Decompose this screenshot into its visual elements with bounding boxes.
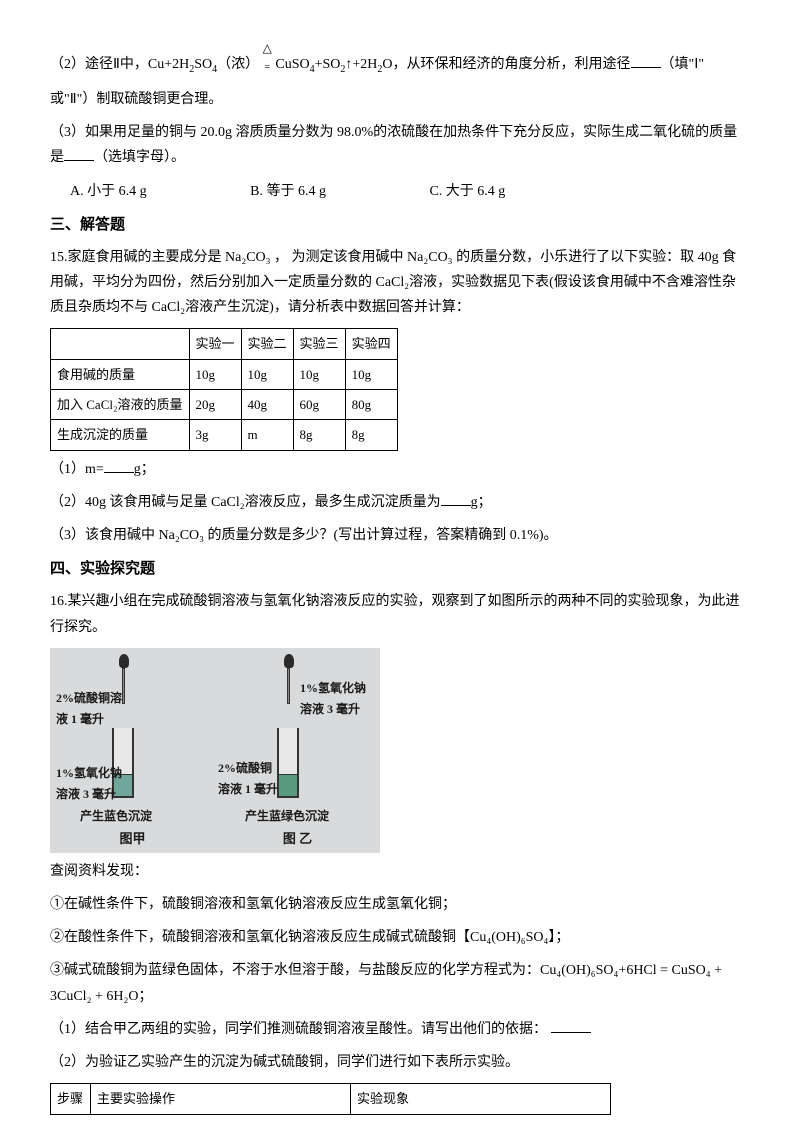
q15-p2: （2）40g 该食用碱与足量 CaCl₂溶液反应，最多生成沉淀质量为 g； bbox=[50, 490, 744, 515]
text-fragment: O，从环保和经济的角度分析，利用途径 bbox=[382, 57, 630, 72]
fig-caption-left: 图甲 bbox=[50, 827, 215, 850]
option-b: B. 等于 6.4 g bbox=[250, 179, 326, 204]
table-header: 实验一 bbox=[189, 329, 241, 359]
table-cell: 食用碱的质量 bbox=[51, 359, 190, 389]
q14-part2-line2: 或"Ⅱ"）制取硫酸铜更合理。 bbox=[50, 87, 744, 112]
table-row: 食用碱的质量 10g 10g 10g 10g bbox=[51, 359, 398, 389]
table-cell: 10g bbox=[241, 359, 293, 389]
table-header: 实验现象 bbox=[351, 1084, 611, 1114]
q16-figure: 2%硫酸铜溶 液 1 毫升 1%氢氧化钠 溶液 3 毫升 产生蓝色沉淀 图甲 1… bbox=[50, 648, 380, 853]
text-fragment: SO bbox=[194, 57, 212, 72]
fig-label: 2%硫酸铜 溶液 1 毫升 bbox=[218, 758, 278, 801]
q16-steps-table: 步骤 主要实验操作 实验现象 bbox=[50, 1083, 611, 1114]
table-header bbox=[51, 329, 190, 359]
text-fragment: +SO bbox=[315, 57, 341, 72]
text-fragment: g； bbox=[471, 495, 492, 510]
table-cell: 20g bbox=[189, 390, 241, 420]
text-fragment: 1%氢氧化钠 bbox=[300, 681, 366, 695]
text-fragment: 液 1 毫升 bbox=[56, 712, 104, 726]
blank-field bbox=[441, 490, 471, 506]
q16-info2: ②在酸性条件下，硫酸铜溶液和氢氧化钠溶液反应生成碱式硫酸铜【Cu₄(OH)₆SO… bbox=[50, 925, 744, 950]
q16-p1: （1）结合甲乙两组的实验，同学们推测硫酸铜溶液呈酸性。请写出他们的依据： bbox=[50, 1017, 744, 1042]
text-fragment: （1）结合甲乙两组的实验，同学们推测硫酸铜溶液呈酸性。请写出他们的依据： bbox=[50, 1022, 547, 1037]
table-cell: 10g bbox=[345, 359, 397, 389]
q14-part2-line1: （2）途径Ⅱ中，Cu+2H2SO4（浓） △ = CuSO4+SO2↑+2H2O… bbox=[50, 40, 744, 79]
text-fragment: 溶液 1 毫升 bbox=[218, 782, 278, 796]
reaction-arrow: △ = bbox=[263, 40, 272, 75]
q15-data-table: 实验一 实验二 实验三 实验四 食用碱的质量 10g 10g 10g 10g 加… bbox=[50, 328, 398, 451]
table-header: 步骤 bbox=[51, 1084, 91, 1114]
q16-p2: （2）为验证乙实验产生的沉淀为碱式硫酸铜，同学们进行如下表所示实验。 bbox=[50, 1050, 744, 1075]
section-4-heading: 四、实验探究题 bbox=[50, 556, 744, 583]
table-row: 生成沉淀的质量 3g m 8g 8g bbox=[51, 420, 398, 450]
table-cell: 10g bbox=[293, 359, 345, 389]
table-cell: 10g bbox=[189, 359, 241, 389]
text-fragment: （填"Ⅰ" bbox=[661, 57, 705, 72]
fig-label: 1%氢氧化钠 溶液 3 毫升 bbox=[56, 763, 122, 806]
table-cell: 60g bbox=[293, 390, 345, 420]
table-cell: 3g bbox=[189, 420, 241, 450]
table-header: 实验二 bbox=[241, 329, 293, 359]
q14-part3: （3）如果用足量的铜与 20.0g 溶质质量分数为 98.0%的浓硫酸在加热条件… bbox=[50, 120, 744, 170]
q15-p1: （1）m= g； bbox=[50, 457, 744, 482]
fig-label: 1%氢氧化钠 溶液 3 毫升 bbox=[300, 678, 366, 721]
table-cell: 8g bbox=[293, 420, 345, 450]
text-fragment: 2%硫酸铜溶 bbox=[56, 691, 122, 705]
dropper-right-icon bbox=[285, 654, 293, 704]
table-cell: 8g bbox=[345, 420, 397, 450]
fig-label: 2%硫酸铜溶 液 1 毫升 bbox=[56, 688, 122, 731]
option-c: C. 大于 6.4 g bbox=[429, 179, 505, 204]
text-fragment: ↑+2H bbox=[345, 57, 377, 72]
table-cell: 40g bbox=[241, 390, 293, 420]
blank-field bbox=[104, 457, 134, 473]
table-cell: m bbox=[241, 420, 293, 450]
text-fragment: （选填字母）。 bbox=[94, 150, 185, 165]
text-fragment: 溶液 3 毫升 bbox=[56, 787, 116, 801]
text-fragment: （2）途径Ⅱ中，Cu+2H bbox=[50, 57, 189, 72]
table-cell: 80g bbox=[345, 390, 397, 420]
q16-info-title: 查阅资料发现： bbox=[50, 859, 744, 884]
fig-caption-right: 图 乙 bbox=[215, 827, 380, 850]
q16-info1: ①在碱性条件下，硫酸铜溶液和氢氧化钠溶液反应生成氢氧化铜； bbox=[50, 892, 744, 917]
q16-intro: 16.某兴趣小组在完成硫酸铜溶液与氢氧化钠溶液反应的实验，观察到了如图所示的两种… bbox=[50, 589, 744, 639]
q15-intro: 15.家庭食用碱的主要成分是 Na₂CO₃ ， 为测定该食用碱中 Na₂CO₃ … bbox=[50, 245, 744, 321]
text-fragment: 2%硫酸铜 bbox=[218, 761, 272, 775]
option-a: A. 小于 6.4 g bbox=[70, 179, 147, 204]
text-fragment: g； bbox=[134, 462, 155, 477]
fig-result-label: 产生蓝色沉淀 bbox=[80, 806, 152, 828]
text-fragment: 溶液 3 毫升 bbox=[300, 702, 360, 716]
table-header: 实验四 bbox=[345, 329, 397, 359]
text-fragment: （2）40g 该食用碱与足量 CaCl₂溶液反应，最多生成沉淀质量为 bbox=[50, 495, 441, 510]
q15-p3: （3）该食用碱中 Na₂CO₃ 的质量分数是多少？(写出计算过程，答案精确到 0… bbox=[50, 523, 744, 548]
blank-field bbox=[551, 1017, 591, 1033]
table-header: 实验三 bbox=[293, 329, 345, 359]
section-3-heading: 三、解答题 bbox=[50, 212, 744, 239]
q16-info3: ③碱式硫酸铜为蓝绿色固体，不溶于水但溶于酸，与盐酸反应的化学方程式为：Cu₄(O… bbox=[50, 958, 744, 1008]
fig-result-label: 产生蓝绿色沉淀 bbox=[245, 806, 329, 828]
table-header: 主要实验操作 bbox=[91, 1084, 351, 1114]
table-header-row: 实验一 实验二 实验三 实验四 bbox=[51, 329, 398, 359]
text-fragment: （1）m= bbox=[50, 462, 104, 477]
test-tube-right-icon bbox=[277, 728, 299, 798]
blank-field bbox=[631, 52, 661, 68]
text-fragment: （浓） bbox=[217, 57, 259, 72]
blank-field bbox=[64, 145, 94, 161]
table-header-row: 步骤 主要实验操作 实验现象 bbox=[51, 1084, 611, 1114]
table-cell: 加入 CaCl₂溶液的质量 bbox=[51, 390, 190, 420]
q14-options: A. 小于 6.4 g B. 等于 6.4 g C. 大于 6.4 g bbox=[70, 179, 744, 204]
table-row: 加入 CaCl₂溶液的质量 20g 40g 60g 80g bbox=[51, 390, 398, 420]
delta-symbol: △ bbox=[263, 41, 272, 55]
text-fragment: 1%氢氧化钠 bbox=[56, 766, 122, 780]
table-cell: 生成沉淀的质量 bbox=[51, 420, 190, 450]
equals-symbol: = bbox=[263, 59, 272, 77]
text-fragment: CuSO bbox=[275, 57, 309, 72]
